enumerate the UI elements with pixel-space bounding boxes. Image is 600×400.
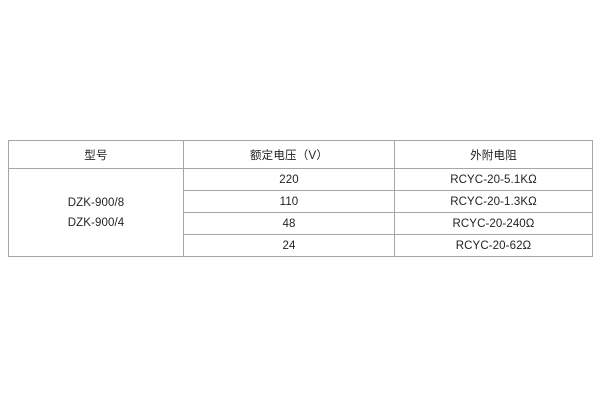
column-header-model: 型号 bbox=[8, 140, 184, 169]
column-header-rated-voltage: 额定电压（V） bbox=[183, 140, 395, 169]
table-row: 110 RCYC-20-1.3KΩ bbox=[9, 190, 593, 213]
model-line-1: DZK-900/8 bbox=[67, 196, 125, 209]
cell-model: DZK-900/8 DZK-900/4 bbox=[8, 168, 184, 257]
cell-external-resistor: RCYC-20-240Ω bbox=[394, 212, 593, 235]
specification-table: 型号 额定电压（V） 外附电阻 DZK-900/8 DZK-900/4 220 … bbox=[8, 140, 593, 257]
cell-rated-voltage: 24 bbox=[183, 234, 395, 257]
table-header: 型号 额定电压（V） 外附电阻 bbox=[8, 140, 593, 169]
column-header-external-resistor: 外附电阻 bbox=[394, 140, 593, 169]
table-body: DZK-900/8 DZK-900/4 220 RCYC-20-5.1KΩ 11… bbox=[8, 168, 593, 257]
cell-rated-voltage: 48 bbox=[183, 212, 395, 235]
cell-rated-voltage: 220 bbox=[183, 168, 395, 191]
cell-external-resistor: RCYC-20-1.3KΩ bbox=[394, 190, 593, 213]
table-row: DZK-900/8 DZK-900/4 220 RCYC-20-5.1KΩ bbox=[8, 168, 593, 257]
cell-external-resistor: RCYC-20-5.1KΩ bbox=[394, 168, 593, 191]
model-line-2: DZK-900/4 bbox=[67, 216, 125, 229]
cell-rated-voltage: 110 bbox=[183, 190, 395, 213]
table-row: 48 RCYC-20-240Ω bbox=[9, 212, 593, 235]
table-header-row: 型号 额定电压（V） 外附电阻 bbox=[8, 140, 593, 169]
cell-external-resistor: RCYC-20-62Ω bbox=[394, 234, 593, 257]
spec-table-container: 型号 额定电压（V） 外附电阻 DZK-900/8 DZK-900/4 220 … bbox=[8, 140, 593, 257]
table-row: 24 RCYC-20-62Ω bbox=[9, 234, 593, 257]
